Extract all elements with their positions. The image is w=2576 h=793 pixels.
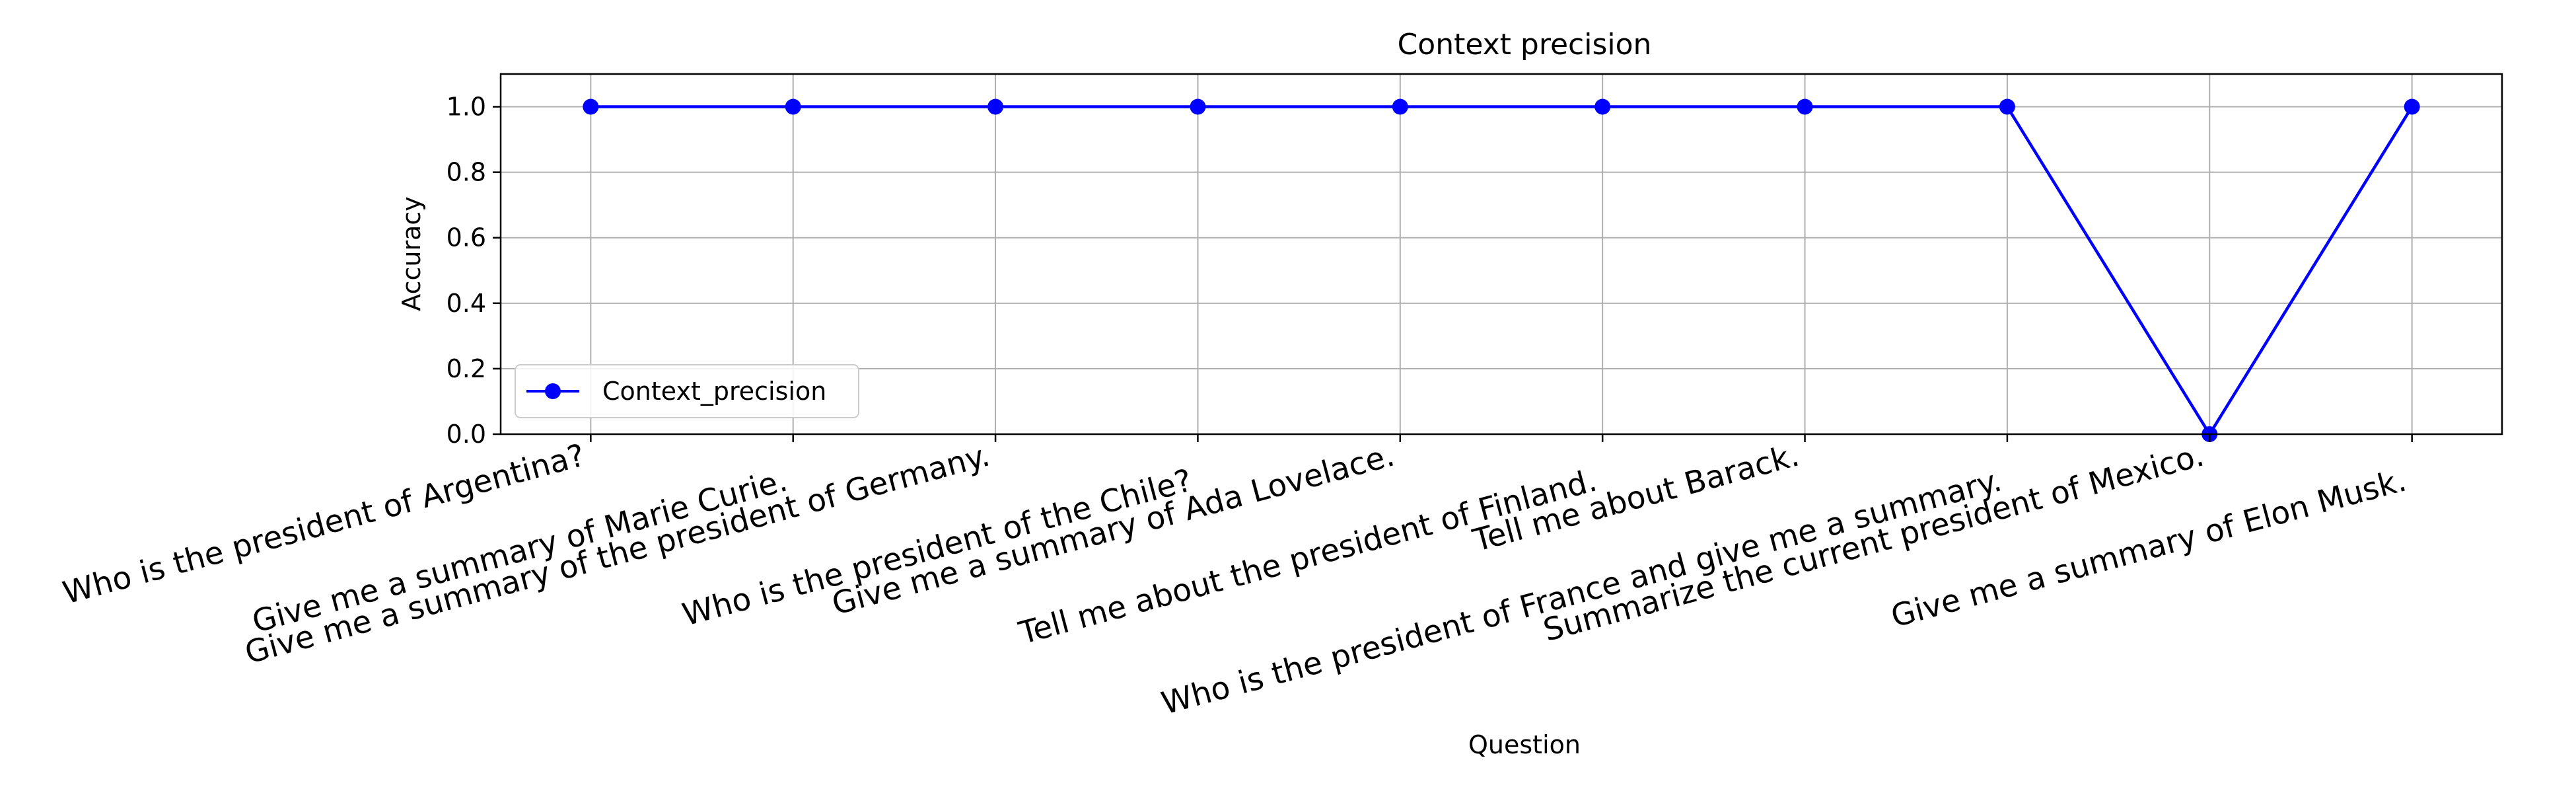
y-tick-label: 0.0 [447, 420, 486, 449]
y-tick-label: 0.2 [447, 354, 486, 383]
series-line-0 [590, 105, 2414, 436]
chart-title: Context precision [1398, 28, 1652, 61]
data-point [1797, 98, 1813, 115]
y-axis-ticks: 0.0 0.2 0.4 0.6 0.8 1.0 [447, 93, 501, 449]
legend-point-marker [545, 383, 561, 399]
data-point [583, 98, 599, 115]
series-layer [583, 98, 2420, 442]
data-point [2404, 98, 2420, 115]
data-point [785, 98, 801, 115]
y-tick-label: 0.8 [447, 158, 486, 187]
legend-box [515, 364, 859, 418]
x-axis-label: Question [1468, 730, 1581, 759]
data-point [1999, 98, 2015, 115]
y-tick-label: 1.0 [447, 93, 486, 122]
data-point [1392, 98, 1408, 115]
y-tick-label: 0.6 [447, 223, 486, 252]
legend-label: Context_precision [602, 377, 826, 406]
legend: Context_precision [515, 364, 859, 418]
data-point [1190, 98, 1206, 115]
y-tick-label: 0.4 [447, 289, 486, 318]
data-point [987, 98, 1004, 115]
plot-frame [499, 73, 2503, 435]
y-axis-label: Accuracy [397, 196, 426, 311]
data-point [1594, 98, 1611, 115]
